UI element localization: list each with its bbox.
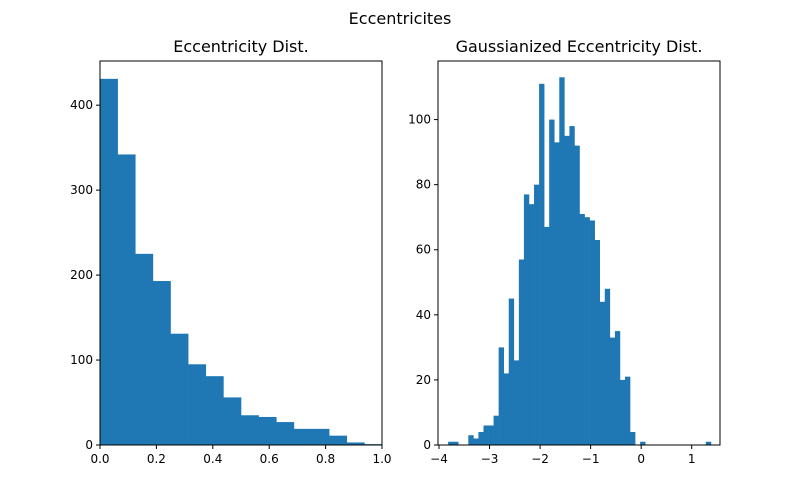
left-y-tick-label: 200	[70, 268, 93, 282]
right-histogram-bar	[544, 226, 550, 445]
left-x-tick-label: 0.0	[90, 452, 109, 466]
right-histogram-bar	[614, 331, 621, 445]
figure-suptitle: Eccentricites	[349, 9, 452, 28]
right-histogram-panel: Gaussianized Eccentricity Dist. −4 −3 −2 −1…	[408, 37, 721, 466]
left-x-tick-label: 1.0	[372, 452, 391, 466]
left-axes-frame	[99, 60, 383, 446]
left-histogram-panel: Eccentricity Dist. 0.0 0.2 0.4 0.6 0.8 1.0 0 10…	[70, 37, 391, 466]
left-histogram-bar	[152, 281, 171, 445]
left-chart-title: Eccentricity Dist.	[173, 37, 309, 56]
right-histogram-bar	[630, 431, 636, 445]
right-histogram-bar	[554, 142, 560, 446]
right-histogram-bar	[594, 239, 601, 445]
right-histogram-bar	[549, 119, 555, 445]
right-histogram-bar	[579, 213, 585, 445]
right-histogram-bar	[624, 376, 631, 445]
right-histogram-bar	[513, 360, 520, 445]
right-x-tick-label: −3	[481, 452, 499, 466]
left-histogram-bar	[293, 428, 312, 445]
right-histogram-bar	[468, 435, 474, 445]
right-histogram-bar	[448, 441, 454, 445]
right-histogram-bar	[574, 145, 580, 446]
left-x-tick-label: 0.6	[260, 452, 279, 466]
right-y-tick-label: 20	[416, 373, 431, 387]
left-histogram-bar	[205, 376, 224, 445]
right-histogram-bar	[488, 425, 494, 445]
right-x-tick-label: −4	[430, 452, 448, 466]
left-x-tick-label: 0.4	[203, 452, 222, 466]
right-histogram-bar	[498, 347, 504, 445]
right-histogram-bar	[528, 204, 535, 445]
right-chart-title: Gaussianized Eccentricity Dist.	[456, 37, 703, 56]
left-histogram-bar	[170, 333, 189, 445]
right-histogram-bar	[473, 438, 479, 445]
right-histogram-bars	[448, 77, 712, 446]
right-x-tick-label: −2	[531, 452, 549, 466]
right-histogram-bar	[453, 441, 459, 445]
right-histogram-bar	[493, 415, 499, 445]
right-histogram-bar	[534, 184, 540, 445]
right-histogram-bar	[518, 259, 525, 445]
left-x-tick-label: 0.2	[147, 452, 166, 466]
right-histogram-bar	[599, 301, 606, 445]
right-y-tick-label: 80	[416, 178, 431, 192]
left-histogram-bar	[346, 442, 365, 445]
right-histogram-bar	[523, 194, 530, 445]
right-histogram-bar	[503, 373, 510, 445]
left-histogram-bar	[188, 364, 207, 445]
left-histogram-bars	[100, 78, 383, 445]
right-histogram-bar	[640, 441, 646, 445]
left-y-tick-label: 400	[70, 98, 93, 112]
right-x-tick-label: 1	[688, 452, 696, 466]
right-histogram-bar	[508, 298, 515, 445]
left-histogram-bar	[223, 397, 242, 445]
left-histogram-bar	[276, 422, 295, 445]
right-x-tick-label: −1	[582, 452, 600, 466]
left-y-tick-label: 300	[70, 183, 93, 197]
right-histogram-bar	[619, 379, 626, 445]
right-x-tick-label: 0	[637, 452, 645, 466]
left-histogram-bar	[258, 416, 277, 445]
left-histogram-bar	[135, 253, 154, 445]
right-histogram-bar	[564, 135, 570, 445]
left-histogram-bar	[241, 415, 259, 445]
right-histogram-bar	[604, 288, 611, 445]
right-histogram-bar	[539, 83, 545, 445]
right-histogram-bar	[569, 126, 575, 445]
right-y-tick-label: 40	[416, 308, 431, 322]
right-histogram-bar	[705, 441, 712, 445]
left-histogram-bar	[329, 435, 348, 445]
right-histogram-bar	[478, 431, 484, 445]
left-histogram-bar	[117, 154, 136, 445]
left-y-tick-label: 0	[85, 438, 93, 452]
left-histogram-bar	[311, 428, 330, 445]
left-axes: 0.0 0.2 0.4 0.6 0.8 1.0 0 100 200 300 400	[70, 60, 392, 466]
right-histogram-bar	[559, 77, 565, 446]
right-histogram-bar	[483, 425, 489, 445]
right-y-tick-label: 100	[408, 113, 431, 127]
right-histogram-bar	[589, 220, 595, 445]
left-y-tick-label: 100	[70, 353, 93, 367]
right-y-tick-label: 0	[423, 438, 431, 452]
right-axes-frame	[437, 60, 721, 446]
right-histogram-bar	[609, 337, 616, 445]
left-histogram-bar	[100, 78, 118, 445]
left-x-tick-label: 0.8	[316, 452, 335, 466]
right-histogram-bar	[584, 217, 590, 445]
right-y-tick-label: 60	[416, 243, 431, 257]
